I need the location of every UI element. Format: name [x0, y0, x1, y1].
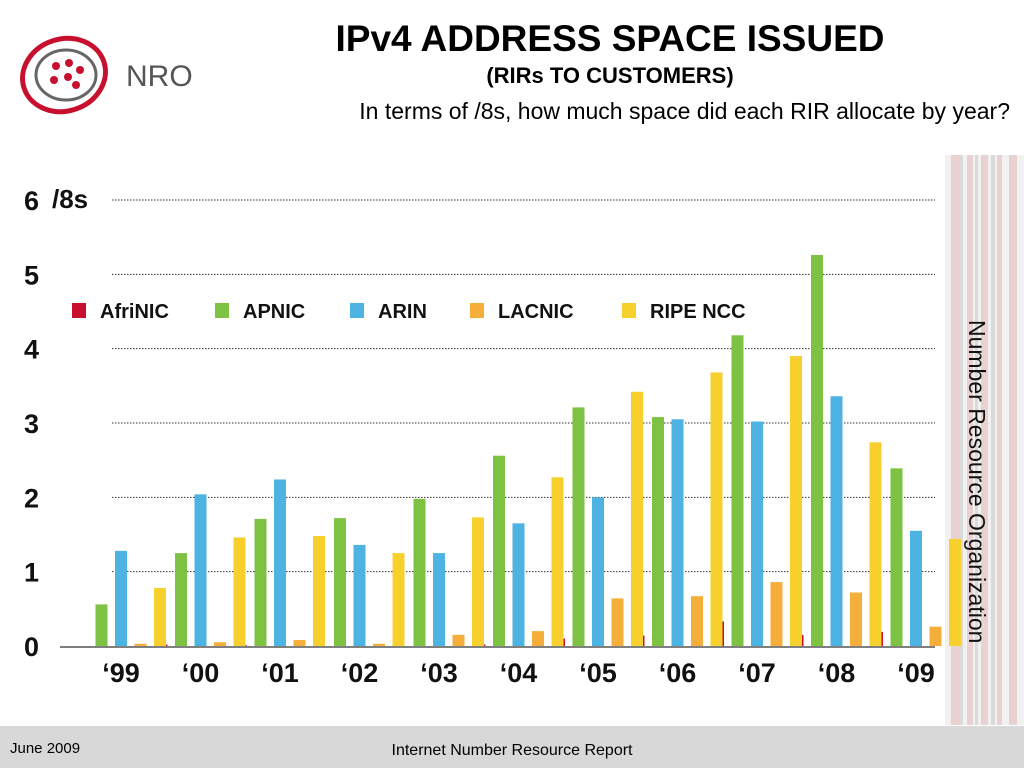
bar-arin [353, 544, 366, 646]
side-decoration [945, 155, 1024, 725]
bar-ripe-ncc [313, 535, 325, 646]
x-tick-label: ‘05 [579, 658, 617, 688]
bar-arin [671, 419, 684, 646]
y-tick-label: 2 [24, 483, 39, 513]
legend-swatch [215, 303, 229, 318]
y-tick-label: 3 [24, 409, 39, 439]
footer-date: June 2009 [10, 740, 81, 757]
footer-report: Internet Number Resource Report [391, 742, 633, 759]
page-title: IPv4 ADDRESS SPACE ISSUED [335, 18, 885, 59]
bar-arin [751, 421, 763, 646]
x-tick-label: ‘00 [182, 658, 220, 688]
bar-lacnic [929, 626, 942, 646]
logo-text: NRO [126, 60, 193, 93]
y-tick-label: 1 [24, 558, 39, 588]
x-tick-label: ‘02 [341, 658, 379, 688]
legend-swatch [622, 303, 636, 318]
bar-lacnic [850, 592, 862, 646]
y-tick-label: 0 [24, 632, 39, 662]
chart-bars [95, 255, 961, 647]
bar-ripe-ncc [233, 537, 246, 646]
bar-lacnic [770, 582, 783, 646]
bar-ripe-ncc [949, 538, 961, 646]
bar-apnic [890, 468, 903, 646]
bar-ripe-ncc [869, 442, 882, 646]
y-axis-ticks: 0 1 2 3 4 5 6 [24, 186, 39, 662]
bar-apnic [652, 417, 664, 646]
page-subtitle: (RIRs TO CUSTOMERS) [486, 63, 734, 88]
legend-label: ARIN [378, 301, 427, 323]
bar-apnic [493, 455, 505, 646]
bar-apnic [334, 518, 346, 646]
bar-arin [433, 553, 445, 646]
bar-apnic [175, 553, 187, 646]
bar-apnic [413, 498, 426, 646]
legend-swatch [350, 303, 364, 318]
x-tick-label: ‘06 [659, 658, 697, 688]
bar-ripe-ncc [790, 356, 802, 646]
nro-logo: NRO [20, 35, 193, 115]
bar-lacnic [691, 596, 703, 646]
bar-apnic [95, 604, 108, 646]
x-tick-label: ‘08 [818, 658, 856, 688]
bar-arin [512, 523, 525, 646]
legend-swatch [72, 303, 86, 318]
bar-apnic [254, 518, 267, 646]
bar-arin [115, 550, 127, 646]
legend-label: RIPE NCC [650, 301, 746, 323]
bar-lacnic [611, 598, 624, 646]
bar-arin [274, 479, 286, 646]
x-tick-label: ‘09 [897, 658, 935, 688]
bar-arin [910, 530, 922, 646]
bar-lacnic [134, 643, 147, 646]
bar-apnic [811, 255, 823, 647]
legend-swatch [470, 303, 484, 318]
bar-apnic [731, 335, 744, 646]
y-tick-label: 4 [24, 335, 39, 365]
chart-question: In terms of /8s, how much space did each… [359, 98, 1010, 124]
x-tick-label: ‘99 [102, 658, 140, 688]
bar-lacnic [214, 642, 226, 646]
bar-ripe-ncc [551, 477, 564, 646]
x-tick-label: ‘01 [261, 658, 299, 688]
chart-legend: AfriNIC APNIC ARIN LACNIC RIPE NCC [72, 301, 746, 323]
bar-lacnic [532, 631, 544, 646]
bar-ripe-ncc [392, 553, 405, 646]
y-axis-label: /8s [52, 184, 88, 214]
legend-label: AfriNIC [100, 301, 169, 323]
side-pattern [951, 155, 1017, 725]
bar-ripe-ncc [154, 588, 166, 646]
x-tick-label: ‘07 [738, 658, 776, 688]
bar-arin [830, 396, 843, 646]
bar-ripe-ncc [472, 517, 484, 646]
bar-ripe-ncc [710, 372, 723, 646]
bar-lacnic [293, 640, 306, 646]
bar-lacnic [452, 634, 465, 646]
bar-arin [194, 494, 207, 646]
bar-ripe-ncc [631, 391, 643, 646]
bar-lacnic [373, 643, 385, 646]
x-tick-label: ‘03 [420, 658, 458, 688]
y-tick-label: 5 [24, 260, 39, 290]
x-axis-ticks: ‘99 ‘00 ‘01 ‘02 ‘03 ‘04 ‘05 ‘06 ‘07 ‘08 ‘09 [102, 658, 935, 688]
footer-bar: June 2009 Internet Number Resource Repor… [0, 726, 1024, 768]
legend-label: APNIC [243, 301, 305, 323]
legend-label: LACNIC [498, 301, 574, 323]
y-tick-label: 6 [24, 186, 39, 216]
x-tick-label: ‘04 [500, 658, 538, 688]
bar-apnic [572, 407, 585, 646]
bar-arin [592, 497, 604, 646]
